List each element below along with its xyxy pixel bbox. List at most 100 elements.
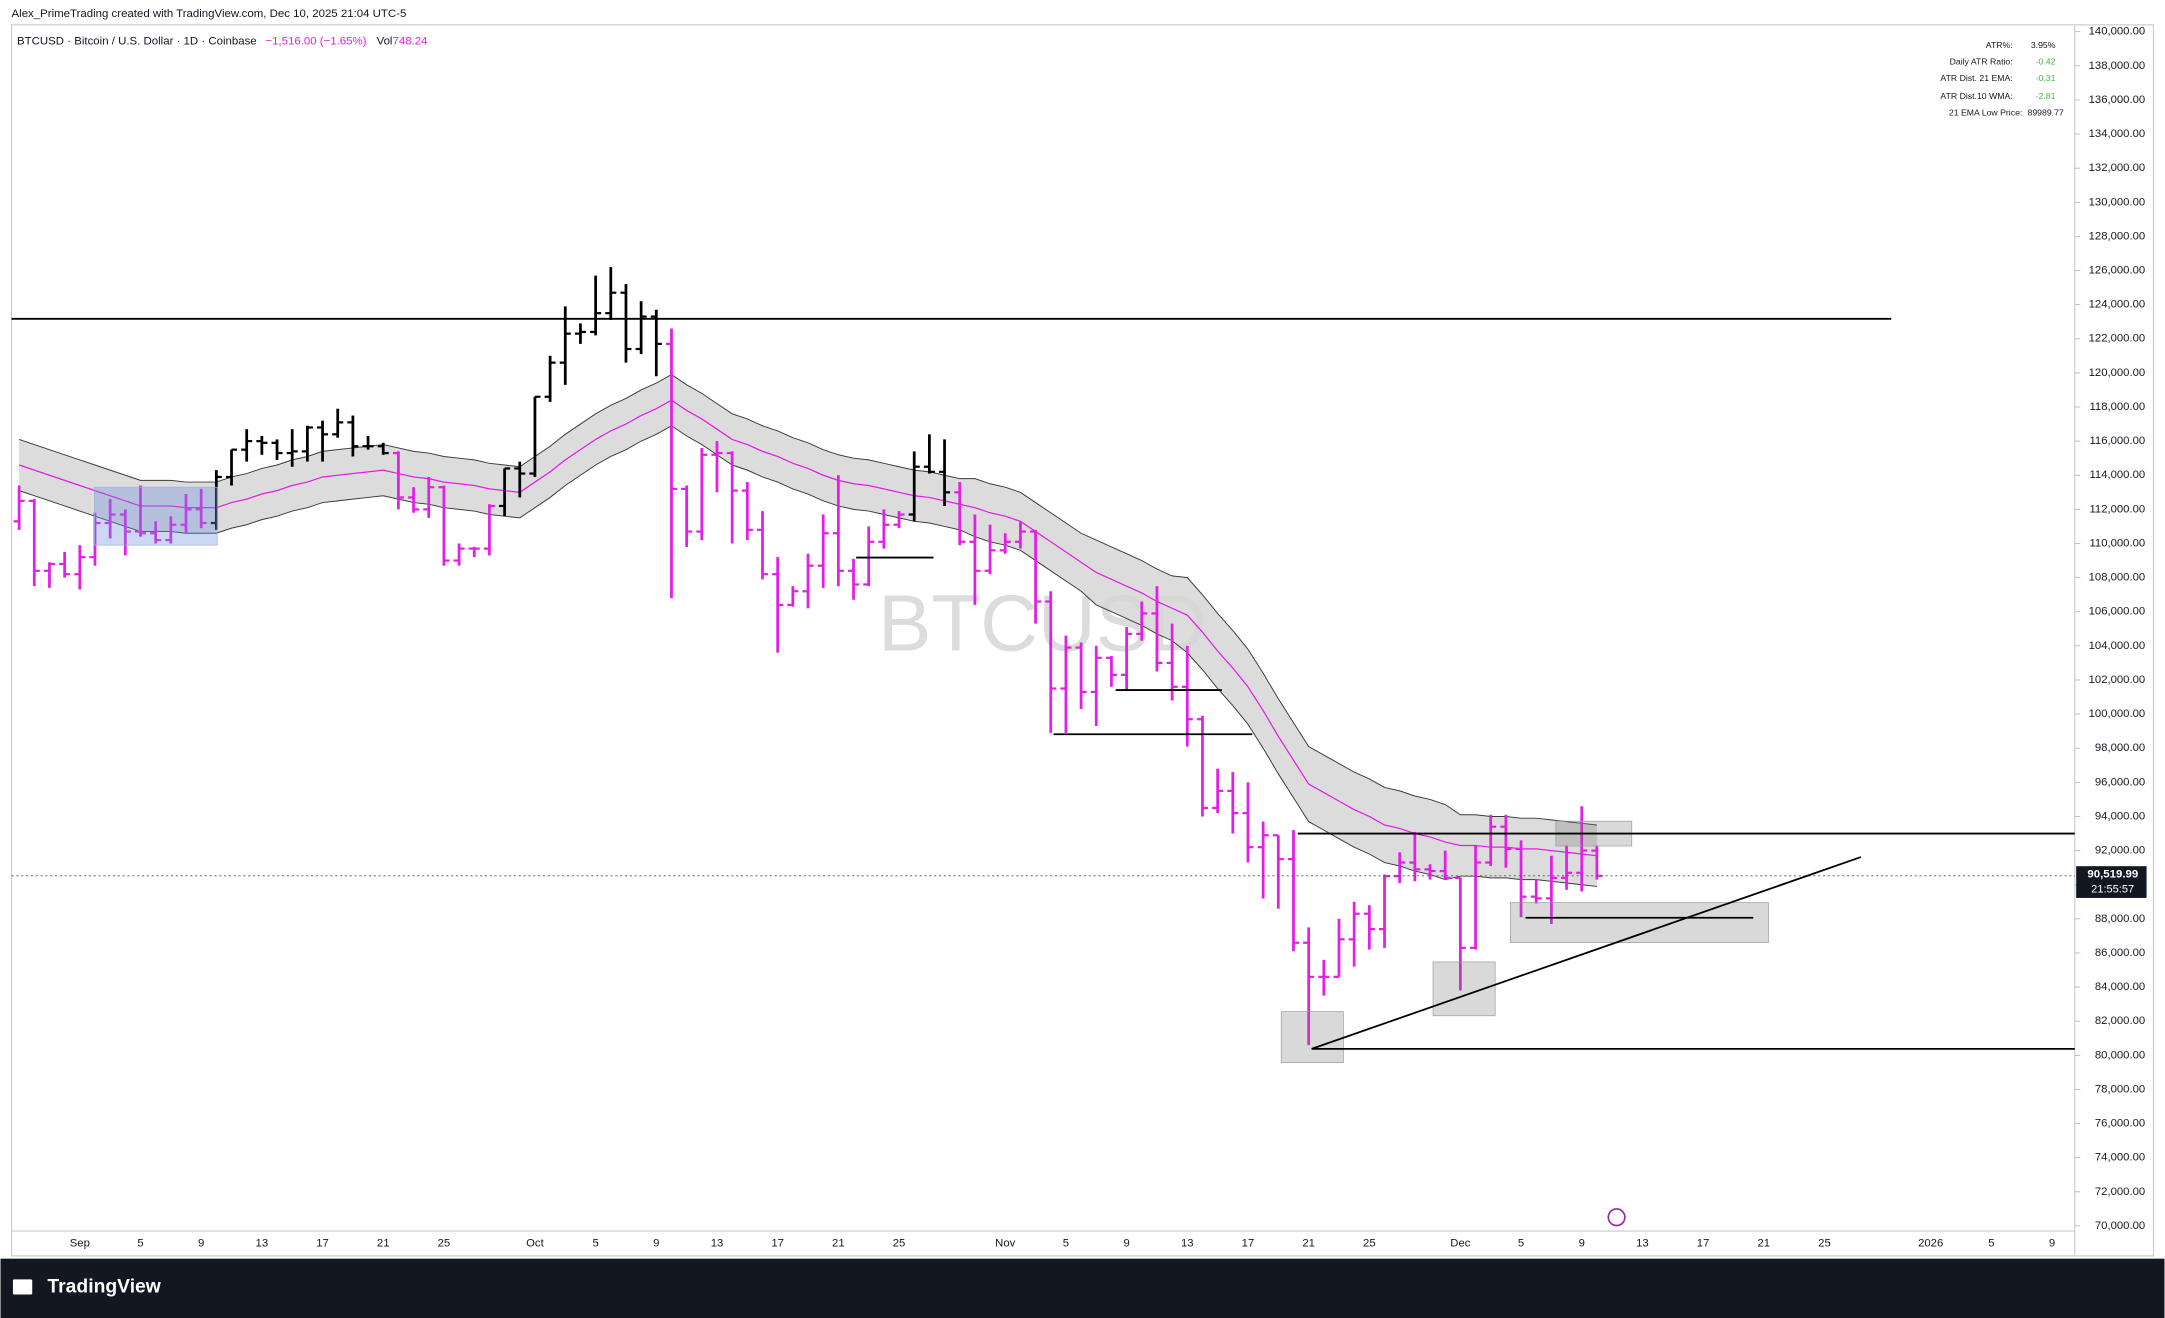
table-value: 3.95%: [2031, 40, 2056, 50]
y-tick-label: 80,000.00: [2095, 1049, 2145, 1061]
event-icon[interactable]: [1607, 1208, 1626, 1227]
axes: 70,000.00 72,000.00 74,000.00 76,000.00 78,0…: [70, 26, 2147, 1249]
y-tick-label: 106,000.00: [2089, 606, 2146, 618]
x-tick-label: Sep: [70, 1237, 90, 1249]
x-tick-label: 17: [771, 1237, 784, 1249]
y-tick-label: 104,000.00: [2089, 640, 2146, 652]
y-tick-label: 74,000.00: [2095, 1152, 2145, 1164]
table-label: Daily ATR Ratio:: [1950, 56, 2013, 66]
highlight-box: [1280, 1011, 1344, 1064]
x-tick-label: 13: [256, 1237, 269, 1249]
x-tick-label: 9: [1579, 1237, 1585, 1249]
y-tick-label: 136,000.00: [2089, 94, 2146, 106]
table-value: -0.31: [2036, 73, 2056, 83]
y-tick-label: 124,000.00: [2089, 299, 2146, 311]
y-tick-label: 122,000.00: [2089, 333, 2146, 345]
legend: BTCUSD · Bitcoin / U.S. Dollar · 1D · Co…: [17, 35, 428, 47]
chart-frame: [10, 24, 2155, 1257]
y-tick-label: 78,000.00: [2095, 1083, 2145, 1095]
legend-symbol: BTCUSD · Bitcoin / U.S. Dollar · 1D · Co…: [17, 35, 257, 47]
ema-line: [18, 399, 1597, 857]
y-tick-label: 114,000.00: [2089, 469, 2145, 481]
table-label: ATR%:: [1986, 40, 2013, 50]
x-tick-label: 17: [1242, 1237, 1255, 1249]
y-tick-label: 126,000.00: [2089, 265, 2146, 277]
y-tick-label: 110,000.00: [2089, 537, 2145, 549]
y-tick-label: 96,000.00: [2095, 776, 2145, 788]
y-tick-label: 84,000.00: [2095, 981, 2145, 993]
table-value: 89989.77: [2028, 107, 2064, 117]
y-tick-label: 112,000.00: [2089, 503, 2145, 515]
x-tick-label: 17: [316, 1237, 329, 1249]
y-tick-label: 92,000.00: [2095, 845, 2145, 857]
credit: Alex_PrimeTrading created with TradingVi…: [12, 8, 407, 20]
y-tick-label: 132,000.00: [2089, 162, 2146, 174]
y-tick-label: 128,000.00: [2089, 230, 2146, 242]
band-fill: [19, 374, 1597, 887]
x-tick-label: 9: [1123, 1237, 1129, 1249]
x-tick-label: 2026: [1918, 1237, 1943, 1249]
x-tick-label: 25: [1363, 1237, 1376, 1249]
indicator-table: ATR%: 3.95% Daily ATR Ratio: -0.42 ATR D…: [1940, 40, 2063, 118]
y-tick-label: 120,000.00: [2089, 367, 2146, 379]
x-tick-label: 13: [1181, 1237, 1194, 1249]
last-price-box: [2076, 866, 2147, 898]
y-tick-label: 82,000.00: [2095, 1015, 2145, 1027]
x-tick-label: 13: [711, 1237, 724, 1249]
x-tick-label: 21: [377, 1237, 390, 1249]
table-label: ATR Dist.10 WMA:: [1940, 91, 2012, 101]
brand-logo: [12, 1279, 33, 1295]
table-label: 21 EMA Low Price:: [1949, 107, 2022, 117]
x-tick-label: Oct: [526, 1237, 544, 1249]
x-tick-label: 5: [1063, 1237, 1069, 1249]
x-tick-label: 5: [137, 1237, 143, 1249]
legend-change: −1,516.00 (−1.65%): [265, 35, 366, 47]
y-tick-label: 76,000.00: [2095, 1118, 2145, 1130]
x-tick-label: 21: [1758, 1237, 1771, 1249]
band-lower: [18, 425, 1597, 887]
drawings: [11, 317, 2075, 1227]
y-tick-label: 140,000.00: [2089, 26, 2146, 38]
x-tick-label: 5: [1518, 1237, 1524, 1249]
legend-volume: 748.24: [392, 35, 428, 47]
x-tick-label: 13: [1636, 1237, 1649, 1249]
y-tick-label: 100,000.00: [2089, 708, 2146, 720]
table-value: -2.81: [2036, 91, 2056, 101]
x-tick-label: 21: [832, 1237, 845, 1249]
table-value: -0.42: [2036, 56, 2056, 66]
x-tick-label: 9: [2049, 1237, 2055, 1249]
footer-bar: [0, 1258, 2165, 1318]
y-tick-label: 70,000.00: [2095, 1220, 2145, 1232]
countdown: 21:55:57: [2091, 884, 2134, 896]
y-tick-label: 86,000.00: [2095, 947, 2145, 959]
x-tick-label: 9: [198, 1237, 204, 1249]
y-tick-label: 134,000.00: [2089, 128, 2146, 140]
x-tick-label: 5: [592, 1237, 598, 1249]
x-tick-label: 17: [1697, 1237, 1710, 1249]
y-tick-label: 116,000.00: [2089, 435, 2145, 447]
last-price-label: 90,519.99: [2087, 868, 2138, 880]
x-tick-label: 21: [1302, 1237, 1315, 1249]
x-tick-label: 5: [1988, 1237, 1994, 1249]
table-label: ATR Dist. 21 EMA:: [1940, 73, 2012, 83]
y-tick-label: 118,000.00: [2089, 401, 2145, 413]
y-tick-label: 138,000.00: [2089, 60, 2146, 72]
highlight-box: [1509, 902, 1769, 943]
brand: TradingView: [47, 1277, 161, 1298]
band-upper: [18, 374, 1597, 826]
highlight-box: [94, 486, 218, 546]
plot: [11, 267, 2075, 1046]
x-tick-label: 9: [653, 1237, 659, 1249]
y-tick-label: 88,000.00: [2095, 913, 2145, 925]
legend-volume-label: Vol: [377, 35, 393, 47]
x-tick-label: 25: [1818, 1237, 1831, 1249]
y-tick-label: 102,000.00: [2089, 674, 2146, 686]
y-tick-label: 72,000.00: [2095, 1186, 2145, 1198]
y-tick-label: 94,000.00: [2095, 810, 2145, 822]
x-tick-label: 25: [438, 1237, 451, 1249]
trend-line: [1311, 856, 1862, 1050]
y-tick-label: 130,000.00: [2089, 196, 2146, 208]
